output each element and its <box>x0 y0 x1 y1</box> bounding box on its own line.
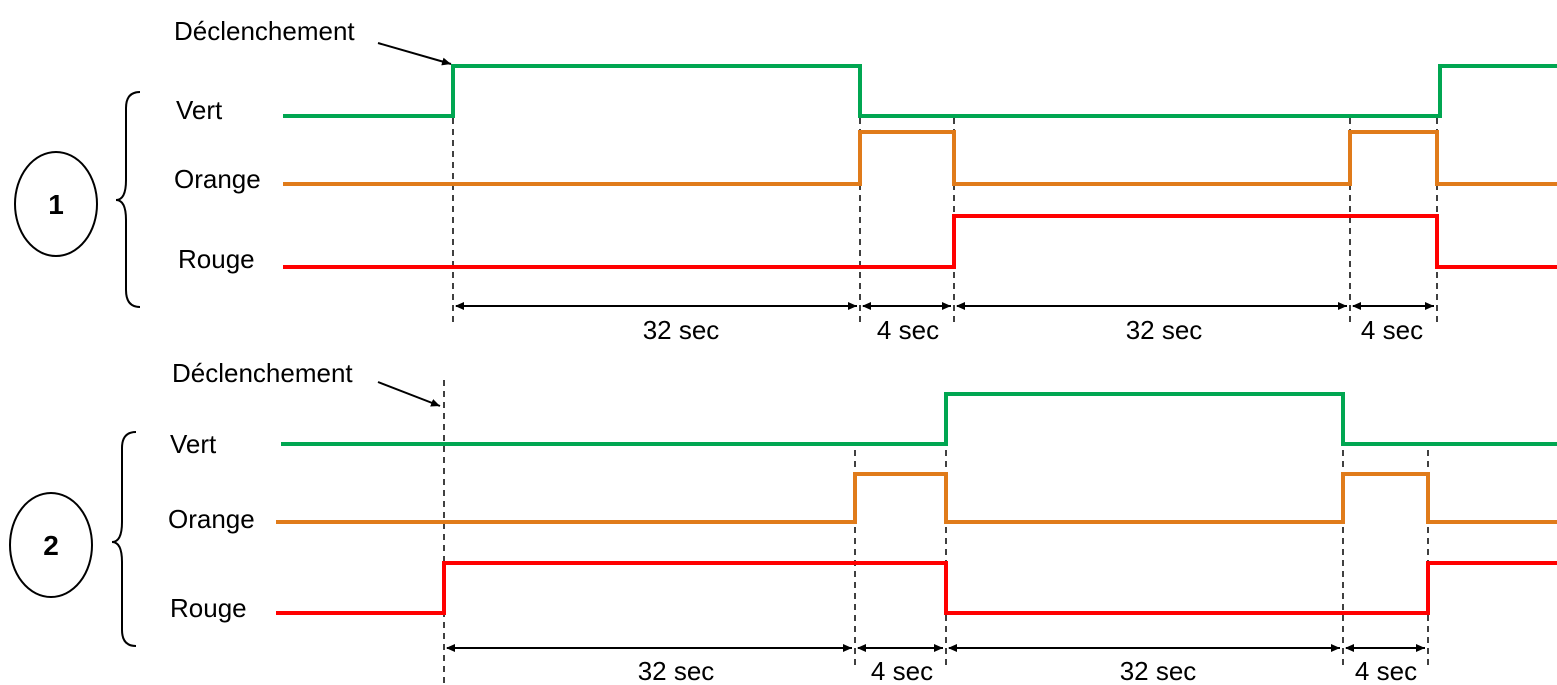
diagram-2-orange-signal <box>276 472 1557 524</box>
diagram-1-trigger-label: Déclenchement <box>174 16 355 46</box>
diagram-1-rouge-signal <box>283 214 1557 269</box>
diagram-2-interval-label: 32 sec <box>638 656 715 685</box>
diagram-2-trigger-label: Déclenchement <box>172 358 353 388</box>
diagram-1-interval-label: 32 sec <box>643 315 720 345</box>
diagram-2-rouge-signal <box>276 561 1557 615</box>
diagram-2-interval-label: 32 sec <box>1120 656 1197 685</box>
diagram-2-number-circle <box>9 492 93 598</box>
diagram-2-orange-label: Orange <box>168 504 255 534</box>
diagram-2: 2 Déclenchement Vert Orange Rouge 32 <box>9 358 1557 685</box>
diagram-1-orange-signal <box>283 130 1557 186</box>
diagram-1-number: 1 <box>48 189 64 220</box>
diagram-1-guides <box>452 118 1438 323</box>
diagram-2-interval-label: 4 sec <box>871 656 933 685</box>
diagram-1-brace <box>115 91 141 308</box>
diagram-1-trigger-arrow <box>377 42 452 66</box>
diagram-2-brace <box>111 431 137 647</box>
diagram-1-interval-label: 32 sec <box>1126 315 1203 345</box>
diagram-2-rouge-label: Rouge <box>170 593 247 623</box>
diagram-2-trigger-arrow <box>377 381 441 407</box>
diagram-2-interval-label: 4 sec <box>1355 656 1417 685</box>
diagram-1-number-circle <box>14 151 98 257</box>
diagram-1-orange-label: Orange <box>174 164 261 194</box>
diagram-2-vert-label: Vert <box>170 429 217 459</box>
diagram-1-interval-label: 4 sec <box>1361 315 1423 345</box>
diagram-1-vert-signal <box>283 64 1557 118</box>
diagram-1-vert-label: Vert <box>176 95 223 125</box>
diagram-2-number: 2 <box>43 530 59 561</box>
diagram-1-interval-label: 4 sec <box>877 315 939 345</box>
diagram-2-guides <box>443 380 1429 685</box>
diagram-1-rouge-label: Rouge <box>178 244 255 274</box>
diagram-1: 1 Déclenchement Vert Orange Rouge 32 <box>14 16 1557 345</box>
diagram-2-vert-signal <box>281 392 1557 446</box>
